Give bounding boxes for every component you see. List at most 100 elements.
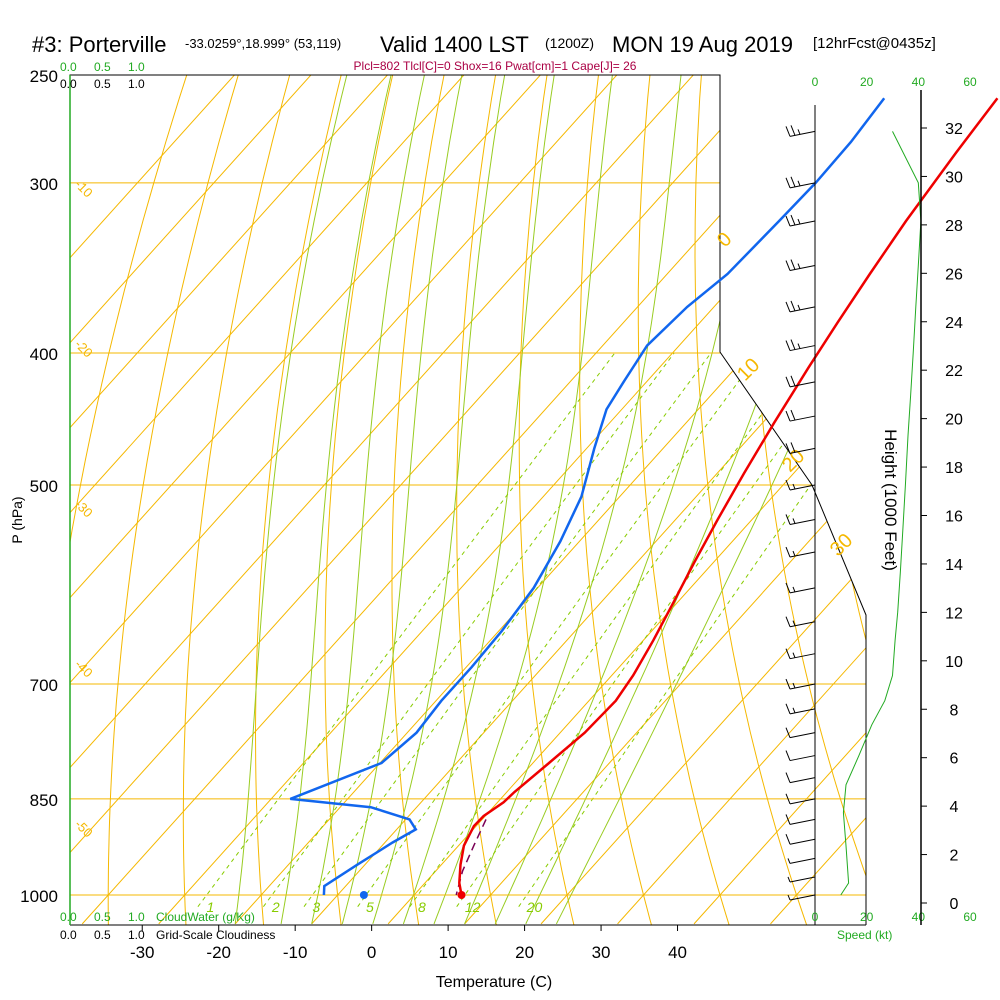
barb-staff: [789, 755, 816, 762]
dry-adiabat: [254, 75, 348, 925]
barb-flag: [785, 582, 791, 594]
mixing-ratio-label: 12: [465, 899, 481, 915]
moist-adiabat: [464, 75, 685, 925]
wind-barb: [785, 750, 816, 762]
wind-barb: [785, 479, 816, 491]
barb-flag: [785, 616, 791, 627]
isotherm-line: [70, 75, 334, 925]
height-tick-label: 24: [945, 315, 963, 332]
mixing-ratio-label: 2: [271, 899, 280, 915]
small-scale-tick: 0.5: [94, 77, 111, 91]
mixing-ratio-label: 20: [526, 899, 543, 915]
isotherm-line: [464, 75, 866, 925]
barb-flag: [785, 546, 791, 558]
isotherm-line: [70, 75, 410, 925]
height-axis-title: Height (1000 Feet): [881, 429, 900, 571]
height-tick-label: 12: [945, 605, 963, 622]
moist-adiabat: [372, 75, 510, 925]
barb-staff: [789, 484, 816, 491]
isotherm-line: [540, 75, 866, 925]
pressure-tick-label: 250: [30, 67, 58, 86]
speed-tick-label: 0: [812, 910, 819, 924]
mixing-ratio-line: [197, 352, 616, 908]
barb-flag: [785, 727, 791, 738]
height-tick-label: 2: [950, 848, 959, 865]
mixing-ratio-line: [262, 352, 675, 907]
speed-tick-label: 40: [912, 75, 926, 89]
dry-adiabat: [70, 75, 195, 925]
barb-half: [792, 682, 796, 689]
barb-flag: [790, 339, 796, 350]
barb-half: [792, 483, 796, 490]
barb-staff: [789, 653, 816, 660]
dry-adiabat: [182, 75, 297, 925]
isotherm-label: -50: [72, 817, 96, 841]
isotherm-line: [70, 75, 716, 925]
barb-flag: [785, 126, 791, 137]
barb-half: [797, 180, 801, 187]
height-tick-label: 22: [945, 363, 963, 380]
wind-barb: [787, 894, 816, 901]
moist-adiabat: [402, 75, 559, 925]
barb-half: [792, 550, 796, 557]
barb-staff: [789, 587, 816, 594]
barb-staff: [789, 220, 816, 227]
mixing-ratio-label: 8: [418, 899, 426, 915]
isotherm-line: [70, 75, 563, 925]
barb-staff: [789, 130, 816, 137]
wind-barb: [787, 876, 816, 883]
dry-adiabat: [324, 75, 399, 925]
barb-flag: [790, 442, 796, 453]
height-tick-label: 4: [950, 799, 959, 816]
speed-tick-label: 0: [812, 75, 819, 89]
moist-adiabat: [280, 75, 398, 924]
wind-speed-profile: [840, 131, 922, 896]
wind-barb: [785, 514, 816, 525]
barb-staff: [789, 447, 816, 454]
isotherm-label: -30: [72, 497, 96, 521]
small-scale-tick: 0.0: [60, 77, 77, 91]
barb-staff: [789, 306, 816, 313]
isotherm-line: [693, 75, 866, 925]
barb-flag: [785, 834, 791, 845]
barb-half: [797, 218, 801, 225]
barb-staff: [789, 381, 816, 388]
speed-tick-label: 20: [860, 910, 874, 924]
height-tick-label: 0: [950, 896, 959, 913]
wind-barb: [785, 375, 816, 388]
wind-barb: [785, 546, 816, 558]
barb-staff: [789, 345, 816, 352]
small-scale-tick: 0.5: [94, 928, 111, 942]
wind-barb: [785, 834, 816, 845]
barb-flag: [785, 340, 791, 351]
surface-dewpoint-dot: [359, 891, 368, 899]
speed-axis-label: Speed (kt): [837, 928, 892, 942]
barb-half: [792, 586, 796, 593]
wind-barb: [785, 339, 816, 352]
barb-half: [787, 894, 791, 901]
wind-barb: [785, 772, 816, 784]
barb-staff: [789, 415, 816, 422]
x-tick-label: 40: [668, 943, 687, 962]
temperature-profile: [458, 97, 999, 896]
wind-barb: [785, 678, 816, 690]
barb-staff: [789, 857, 816, 864]
isotherm-line: [70, 75, 792, 925]
plot-frame: [69, 74, 867, 925]
barb-flag: [790, 300, 796, 312]
x-tick-label: 0: [367, 943, 376, 962]
x-tick-label: -30: [130, 943, 155, 962]
isotherm-line: [70, 75, 257, 925]
height-tick-label: 32: [945, 121, 963, 138]
barb-flag: [785, 410, 791, 422]
small-scale-tick: 0.5: [94, 60, 111, 74]
upper-isotherm-label: 0: [713, 228, 736, 251]
small-scale-tick: 0.0: [60, 928, 77, 942]
mixing-ratio-line: [303, 352, 712, 907]
barb-flag: [790, 125, 796, 136]
valid-time: Valid 1400 LST: [380, 32, 529, 57]
isotherm-line: [387, 75, 866, 925]
pressure-axis-title: P (hPa): [9, 496, 25, 543]
barb-half: [787, 876, 791, 883]
